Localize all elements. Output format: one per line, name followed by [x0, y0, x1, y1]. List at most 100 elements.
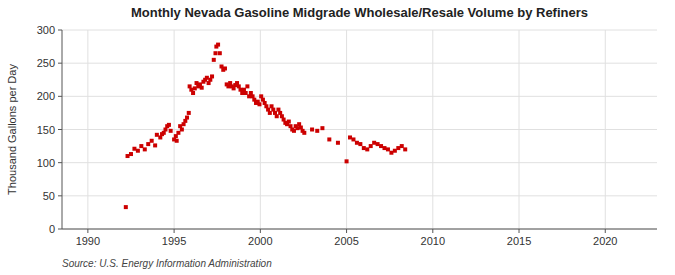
y-grid-line	[62, 162, 657, 163]
x-grid-line	[605, 30, 606, 229]
point	[295, 126, 299, 130]
point	[376, 142, 380, 146]
point	[383, 146, 387, 150]
x-tick-label: 2020	[593, 235, 617, 247]
x-axis-line	[62, 229, 657, 230]
y-grid-line	[62, 195, 657, 196]
y-tick	[58, 162, 62, 163]
y-axis-label: Thousand Gallons per Day	[6, 64, 18, 195]
y-tick-label: 50	[43, 190, 55, 202]
x-grid-line	[519, 30, 520, 229]
point	[124, 205, 128, 209]
point	[180, 128, 184, 132]
y-axis: 050100150200250300	[37, 24, 62, 235]
point	[244, 91, 248, 95]
y-tick	[58, 195, 62, 196]
point	[150, 139, 154, 143]
point	[310, 128, 314, 132]
x-tick	[605, 229, 606, 233]
point	[193, 86, 197, 90]
point	[143, 147, 147, 151]
y-tick	[58, 229, 62, 230]
x-grid-line	[432, 30, 433, 229]
point	[218, 51, 222, 55]
point	[379, 144, 383, 148]
points	[124, 43, 407, 210]
point	[355, 141, 359, 145]
x-tick-label: 2000	[248, 235, 272, 247]
point	[327, 137, 331, 141]
x-grid-line	[346, 30, 347, 229]
point	[292, 129, 296, 133]
point	[136, 149, 140, 153]
point	[369, 144, 373, 148]
y-grid-line	[62, 96, 657, 97]
y-tick	[58, 129, 62, 130]
x-grid-line	[260, 30, 261, 229]
point	[302, 131, 306, 135]
source: Source: U.S. Energy Information Administ…	[62, 258, 272, 269]
point	[372, 141, 376, 145]
point	[365, 147, 369, 151]
x-tick	[174, 229, 175, 233]
point	[348, 135, 352, 139]
point	[351, 137, 355, 141]
x-tick	[346, 229, 347, 233]
point	[216, 43, 220, 47]
point	[191, 91, 195, 95]
grid	[62, 30, 657, 229]
point	[223, 66, 227, 70]
point	[167, 123, 171, 127]
point	[153, 143, 157, 147]
y-tick	[58, 30, 62, 31]
x-tick-label: 2010	[421, 235, 445, 247]
point	[345, 159, 349, 163]
point	[315, 129, 319, 133]
point	[126, 154, 130, 158]
point	[245, 84, 249, 88]
x-tick	[432, 229, 433, 233]
title: Monthly Nevada Gasoline Midgrade Wholesa…	[131, 5, 588, 20]
y-tick-label: 150	[37, 124, 55, 136]
y-grid-line	[62, 63, 657, 64]
y-grid-line	[62, 30, 657, 31]
point	[213, 51, 217, 55]
point	[389, 151, 393, 155]
point	[129, 152, 133, 156]
point	[336, 141, 340, 145]
point	[257, 102, 261, 106]
y-tick	[58, 96, 62, 97]
point	[160, 132, 164, 136]
point	[187, 111, 191, 115]
point	[358, 142, 362, 146]
point	[320, 126, 324, 130]
point	[175, 139, 179, 143]
y-tick	[58, 63, 62, 64]
point	[210, 74, 214, 78]
point	[362, 146, 366, 150]
x-tick-label: 1990	[76, 235, 100, 247]
chart: 1990199520002005201020152020050100150200…	[0, 0, 675, 275]
point	[275, 114, 279, 118]
x-tick-label: 2005	[334, 235, 358, 247]
point	[403, 147, 407, 151]
y-grid-line	[62, 229, 657, 230]
y-tick-label: 200	[37, 90, 55, 102]
x-tick	[87, 229, 88, 233]
point	[212, 58, 216, 62]
y-tick-label: 100	[37, 157, 55, 169]
x-tick	[260, 229, 261, 233]
x-axis: 1990199520002005201020152020	[76, 229, 618, 247]
point	[185, 116, 189, 120]
point	[163, 128, 167, 132]
point	[396, 146, 400, 150]
y-grid-line	[62, 129, 657, 130]
point	[146, 142, 150, 146]
point	[393, 149, 397, 153]
point	[386, 147, 390, 151]
point	[205, 76, 209, 80]
point	[200, 86, 204, 90]
x-tick-label: 2015	[507, 235, 531, 247]
point	[268, 111, 272, 115]
x-grid-line	[87, 30, 88, 229]
